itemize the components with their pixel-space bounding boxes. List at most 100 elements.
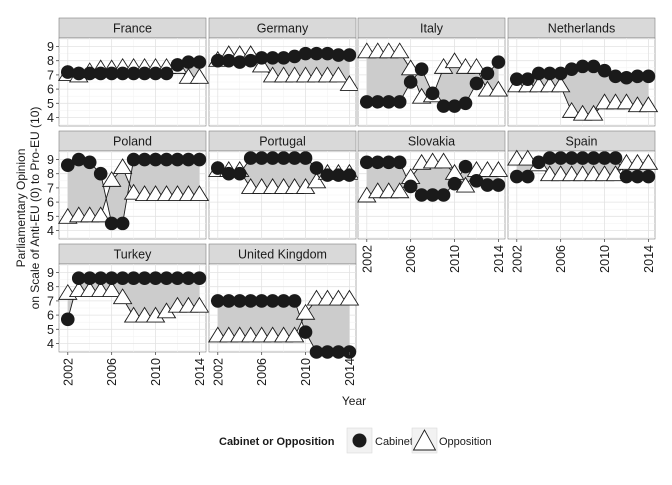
cabinet-point (71, 152, 86, 167)
y-tick-label: 9 (47, 40, 54, 54)
cabinet-point (265, 51, 280, 65)
cabinet-point (458, 159, 473, 174)
cabinet-point (170, 152, 185, 167)
cabinet-point (586, 151, 601, 165)
opposition-point (339, 74, 360, 91)
y-tick-label: 7 (47, 68, 54, 82)
x-tick-label: 2006 (255, 358, 269, 386)
cabinet-point (82, 271, 97, 285)
opposition-point (389, 182, 410, 199)
panel-germany: Germany (207, 17, 360, 127)
x-tick-label: 2010 (448, 245, 462, 273)
x-tick-label: 2002 (61, 358, 75, 386)
cabinet-point (425, 86, 440, 101)
opposition-point (189, 185, 210, 202)
panel-title-spain: Spain (566, 135, 598, 149)
panel-title-france: France (113, 22, 152, 36)
cabinet-point (619, 70, 634, 85)
panel-united-kingdom: United Kingdom 2002 2006 2010 2014 (207, 243, 360, 386)
cabinet-point (104, 271, 119, 285)
cabinet-point (82, 66, 97, 81)
cabinet-point (126, 152, 141, 167)
x-tick-label: 2002 (360, 245, 374, 273)
x-tick-label: 2006 (554, 245, 568, 273)
cabinet-point (641, 69, 656, 84)
legend: Cabinet or Opposition Cabinet Opposition (219, 427, 492, 454)
gap-ribbon-united-kingdom (217, 299, 350, 352)
x-tick-label: 2002 (211, 358, 225, 386)
cabinet-point (491, 55, 506, 69)
cabinet-point (126, 66, 141, 81)
opposition-point (433, 152, 454, 169)
panel-portugal: Portugal (207, 130, 360, 240)
y-tick-label: 4 (47, 111, 54, 125)
gap-ribbon-italy (366, 52, 499, 107)
cabinet-point (210, 53, 225, 68)
cabinet-point (254, 51, 269, 65)
y-axis-title-line2: on Scale of Anti-EU (0) to Pro-EU (10) (28, 107, 42, 310)
cabinet-point (575, 59, 590, 74)
cabinet-point (221, 294, 236, 308)
panel-netherlands: Netherlands (506, 17, 659, 127)
opposition-point (251, 56, 272, 73)
cabinet-point (480, 66, 495, 81)
cabinet-point (254, 294, 269, 308)
cabinet-point (243, 53, 258, 68)
cabinet-point (320, 168, 335, 182)
opposition-point (123, 183, 144, 200)
cabinet-point (126, 271, 141, 285)
cabinet-point (254, 151, 269, 165)
cabinet-point (531, 66, 546, 81)
cabinet-point (392, 95, 407, 109)
cabinet-point (553, 151, 568, 165)
opposition-point (550, 76, 571, 93)
cabinet-point (597, 63, 612, 78)
opposition-point (638, 96, 659, 113)
panel-italy: Italy (356, 17, 509, 127)
cabinet-point (370, 95, 385, 109)
cabinet-point (148, 152, 163, 167)
y-tick-label: 8 (47, 280, 54, 294)
legend-cabinet-icon (352, 433, 367, 448)
y-tick-label: 6 (47, 196, 54, 210)
y-tick-label: 5 (47, 97, 54, 111)
opposition-point (189, 67, 210, 84)
x-tick-label: 2010 (598, 245, 612, 273)
cabinet-point (436, 188, 451, 202)
cabinet-point (148, 66, 163, 81)
cabinet-point (210, 161, 225, 175)
cabinet-point (265, 151, 280, 165)
panel-title-portugal: Portugal (259, 135, 306, 149)
panel-title-germany: Germany (257, 22, 309, 36)
opposition-point (583, 104, 604, 121)
cabinet-point (608, 69, 623, 84)
cabinet-point (553, 66, 568, 81)
opposition-point (112, 288, 133, 305)
cabinet-point (309, 345, 324, 359)
cabinet-point (60, 158, 75, 172)
cabinet-point (298, 46, 313, 61)
panel-title-slovakia: Slovakia (408, 135, 455, 149)
x-tick-label: 2010 (299, 358, 313, 386)
cabinet-point (115, 66, 130, 81)
cabinet-point (210, 294, 225, 308)
cabinet-point (93, 166, 108, 181)
cabinet-point (137, 152, 152, 167)
cabinet-point (469, 76, 484, 91)
cabinet-point (82, 155, 97, 170)
panel-title-poland: Poland (113, 135, 152, 149)
cabinet-point (331, 48, 346, 62)
cabinet-point (403, 75, 418, 89)
opposition-point (389, 42, 410, 59)
cabinet-point (221, 53, 236, 68)
cabinet-point (243, 151, 258, 165)
cabinet-point (192, 271, 207, 285)
cabinet-point (170, 58, 185, 72)
cabinet-point (509, 72, 524, 86)
opposition-point (561, 101, 582, 118)
cabinet-point (381, 155, 396, 170)
legend-opposition-label: Opposition (439, 436, 492, 448)
cabinet-point (608, 151, 623, 165)
cabinet-point (276, 51, 291, 65)
